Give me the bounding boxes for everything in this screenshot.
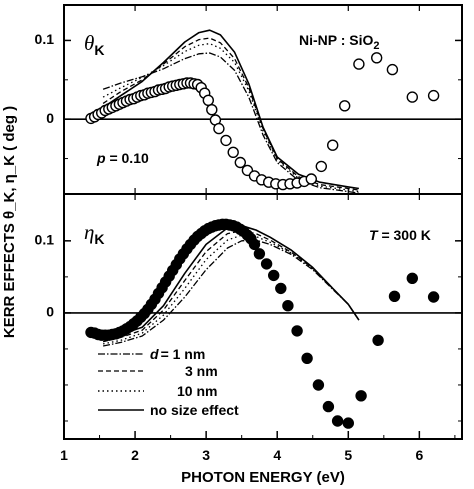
eta-data-point (291, 325, 303, 337)
theta-data-point (227, 146, 239, 159)
theory-curves (102, 29, 360, 347)
eta-data-point (372, 334, 384, 346)
x-tick-label: 5 (344, 447, 352, 463)
eta-data-point (260, 258, 273, 270)
p-annotation: p = 0.10 (96, 150, 149, 166)
legend: d = 1 nm 3 nm 10 nm no size effect (98, 346, 239, 418)
x-tick-label: 6 (415, 447, 423, 463)
eta-data-point (355, 390, 367, 402)
experimental-points (85, 52, 440, 429)
eta-data-point (342, 417, 354, 429)
eta-data-point (268, 269, 280, 282)
eta-curve-dashed (102, 230, 360, 343)
eta-data-point (282, 300, 294, 312)
theta-data-point (406, 91, 418, 103)
theta-data-point (234, 156, 247, 169)
theta-data-point (386, 63, 399, 76)
theta-data-point (427, 89, 440, 102)
theta-data-point (339, 100, 351, 112)
theta-data-point (353, 58, 365, 70)
theta-curve-dash-dot (102, 52, 359, 194)
eta-y-tick-label: 0.1 (35, 232, 55, 248)
eta-data-point (301, 352, 313, 364)
legend-label-no-size-effect: no size effect (150, 402, 239, 418)
eta-data-point (322, 400, 335, 413)
theta-data-point (327, 139, 339, 151)
x-tick-label: 1 (60, 447, 68, 463)
legend-label-10nm: 10 nm (177, 383, 217, 399)
x-tick-label: 2 (131, 447, 139, 463)
x-tick-label: 4 (273, 447, 281, 463)
theta-data-point (315, 160, 327, 173)
x-axis-title: PHOTON ENERGY (eV) (181, 469, 345, 486)
eta-data-point (312, 379, 325, 391)
eta-data-point (388, 290, 401, 302)
theta-data-point (213, 122, 225, 135)
legend-label-3nm: 3 nm (185, 363, 218, 379)
theta-y-tick-label: 0 (46, 110, 54, 126)
eta-curve-dash-dot (102, 239, 360, 347)
axis-ticks (63, 5, 462, 439)
eta-panel-symbol: ηK (84, 220, 105, 247)
theta-data-point (371, 52, 383, 64)
eta-panel-frame (63, 193, 463, 440)
theta-data-point (305, 173, 317, 185)
eta-data-point (248, 238, 261, 251)
theta-data-point (206, 103, 218, 116)
theta-data-point (220, 134, 232, 147)
x-tick-label: 3 (202, 447, 210, 463)
eta-y-tick-label: 0 (46, 304, 54, 320)
theta-data-point (202, 94, 215, 107)
eta-curve-dotted (102, 234, 360, 345)
eta-data-point (275, 282, 287, 295)
sample-label: Ni-NP : SiO2 (299, 32, 380, 52)
temperature-annotation: T = 300 K (369, 227, 431, 243)
eta-data-point (427, 291, 440, 303)
theta-y-tick-label: 0.1 (35, 31, 55, 47)
eta-data-point (253, 248, 266, 260)
legend-label-1nm: d = 1 nm (150, 346, 205, 362)
theta-panel-symbol: θK (84, 31, 104, 58)
eta-data-point (406, 272, 418, 284)
y-axis-title: KERR EFFECTS θ_K, η_K ( deg ) (1, 106, 18, 338)
eta-data-point (331, 415, 344, 427)
